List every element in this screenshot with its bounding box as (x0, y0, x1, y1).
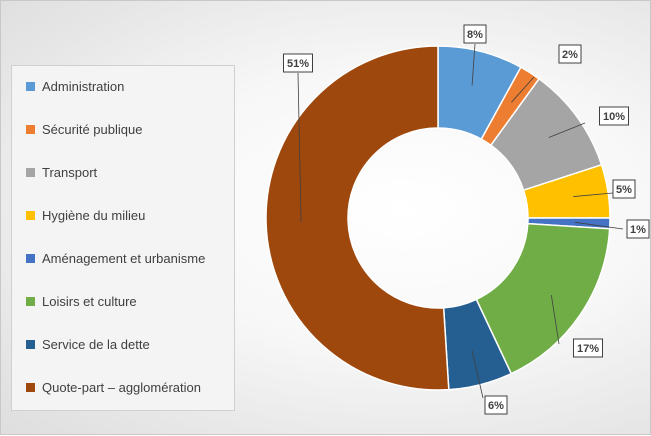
legend-item-hygiene-du-milieu: Hygiène du milieu (26, 207, 145, 223)
legend: Administration Sécurité publique Transpo… (11, 65, 235, 411)
legend-item-transport: Transport (26, 164, 97, 180)
legend-item-amenagement-urbanisme: Aménagement et urbanisme (26, 250, 205, 266)
leader-line (511, 76, 535, 103)
legend-item-quote-part: Quote-part – agglomération (26, 379, 201, 395)
legend-label: Transport (42, 164, 98, 180)
legend-label: Aménagement et urbanisme (42, 250, 206, 266)
legend-swatch (26, 382, 35, 392)
legend-swatch (26, 296, 35, 306)
data-label-box (612, 179, 636, 199)
data-label-box (599, 106, 629, 126)
leader-line (548, 122, 586, 138)
leader-line (550, 294, 560, 345)
legend-label: Service de la dette (42, 336, 150, 352)
leader-line (471, 43, 476, 86)
legend-label: Loisirs et culture (42, 293, 137, 309)
legend-label: Administration (42, 78, 125, 94)
data-label: 10% (603, 111, 625, 123)
data-label-box (573, 338, 603, 358)
leader-line (574, 221, 624, 230)
legend-swatch (26, 124, 35, 134)
legend-swatch (26, 253, 35, 263)
leader-line (573, 192, 614, 197)
legend-label: Quote-part – agglomération (42, 379, 201, 395)
data-label-box (463, 24, 487, 44)
legend-item-loisirs-culture: Loisirs et culture (26, 293, 137, 309)
data-label-box (558, 44, 582, 64)
data-label: 6% (488, 400, 504, 412)
data-label: 1% (630, 224, 646, 236)
legend-label: Hygiène du milieu (42, 207, 146, 223)
legend-item-securite-publique: Sécurité publique (26, 121, 142, 137)
data-label: 51% (287, 58, 309, 70)
donut-slice (265, 45, 450, 391)
legend-label: Sécurité publique (42, 121, 143, 137)
legend-swatch (26, 81, 35, 91)
legend-swatch (26, 167, 35, 177)
data-label-box (283, 53, 313, 73)
data-label: 8% (467, 29, 483, 41)
data-label: 17% (577, 343, 599, 355)
data-label: 2% (562, 49, 578, 61)
data-label-box (484, 395, 508, 415)
legend-item-administration: Administration (26, 78, 124, 94)
legend-item-service-dette: Service de la dette (26, 336, 150, 352)
data-label-box (626, 219, 650, 239)
leader-line (297, 72, 302, 223)
leader-line (471, 350, 484, 399)
legend-swatch (26, 339, 35, 349)
data-label: 5% (616, 184, 632, 196)
legend-swatch (26, 210, 35, 220)
